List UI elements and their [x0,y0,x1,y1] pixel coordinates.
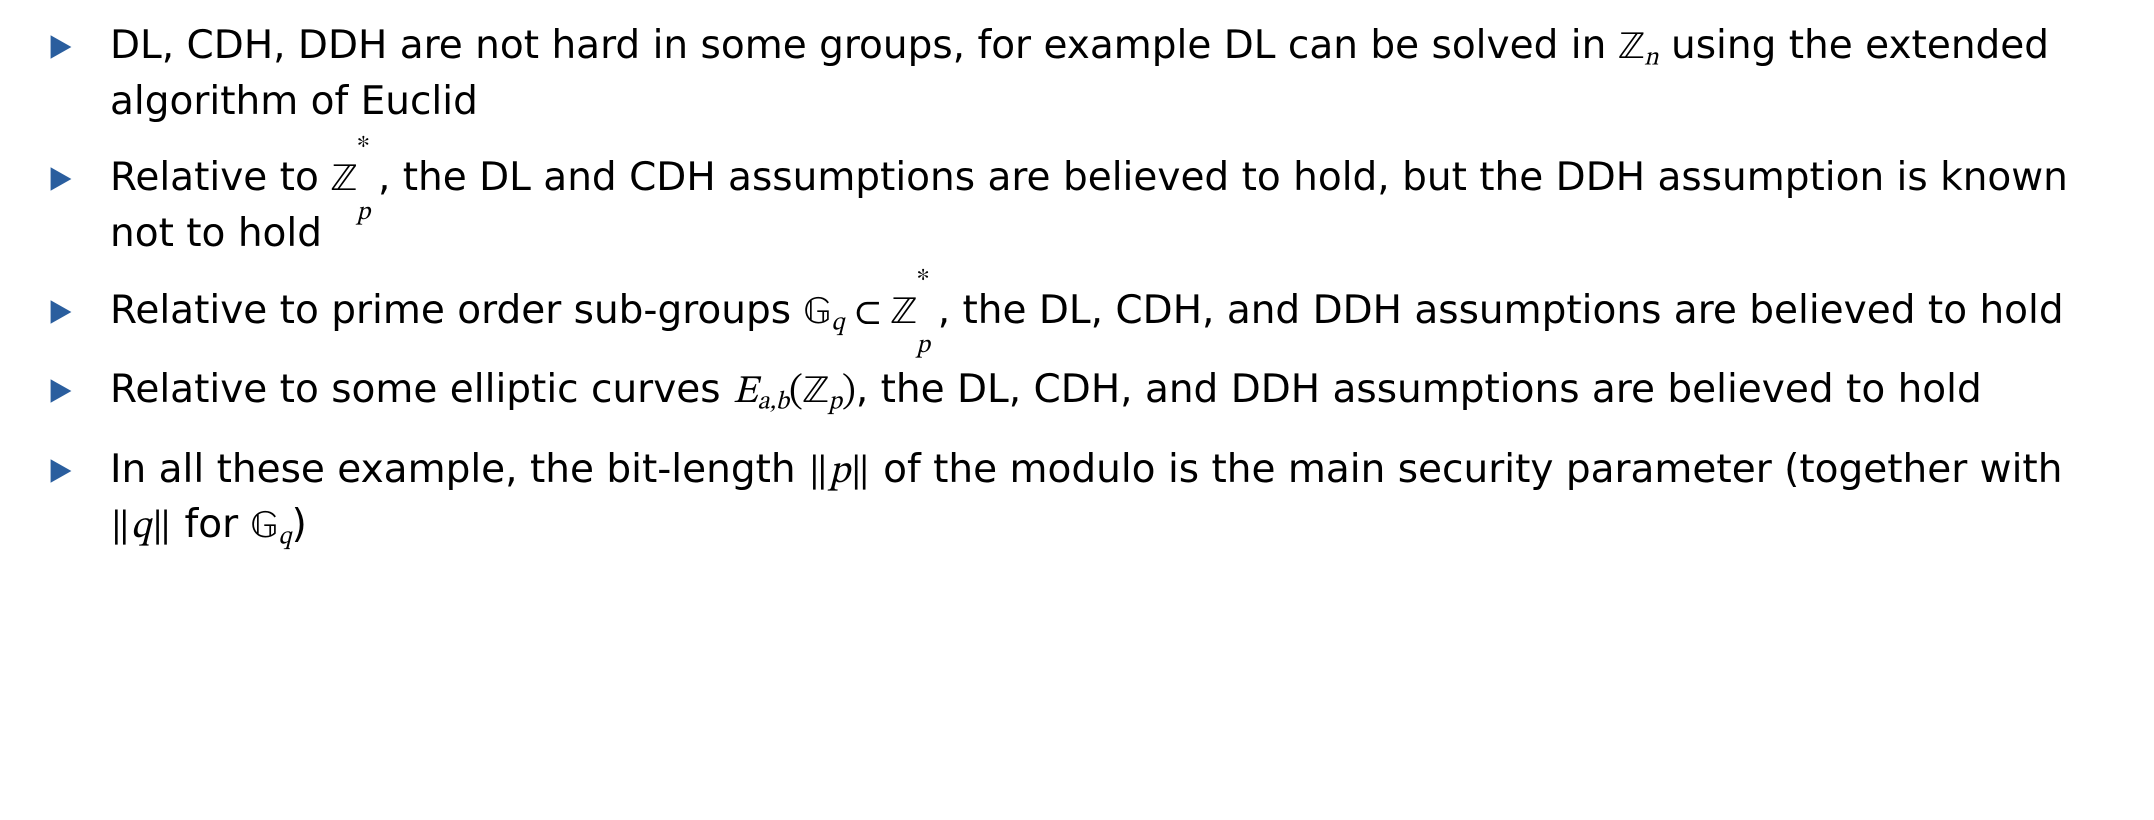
math-z-star-p: ℤ∗p [891,285,916,341]
triangle-right-icon [48,378,78,408]
bullet-text: Relative to ℤ∗p, the DL and CDH assumpti… [110,155,2068,256]
math-blackboard-g: 𝔾 [251,508,279,547]
math-subscript: a,b [757,391,789,416]
bullet-text: Relative to prime order sub-groups 𝔾q ⊂ … [110,288,2064,333]
math-italic-e: E [733,373,757,412]
bullet-item: DL, CDH, DDH are not hard in some groups… [40,20,2114,128]
math-norm-bar: ∥ [151,508,172,547]
bullet-text: In all these example, the bit-length ∥p∥… [110,447,2062,548]
text-run: of the modulo is the main security param… [871,447,2063,492]
math-norm-bar: ∥ [110,508,131,547]
bullet-text: DL, CDH, DDH are not hard in some groups… [110,23,2049,124]
math-italic-p: p [829,453,850,492]
math-subscript: p [828,391,842,416]
text-run: ) [292,502,307,547]
math-blackboard-z: ℤ [891,294,916,333]
bullet-item: Relative to some elliptic curves Ea,b(ℤp… [40,364,2114,420]
text-run: DL, CDH, DDH are not hard in some groups… [110,23,1619,68]
math-italic-q: q [131,508,151,547]
text-run: , the DL and CDH assumptions are believe… [110,155,2068,256]
text-run: Relative to some elliptic curves [110,367,733,412]
math-lparen: ( [789,373,803,412]
text-run: , the DL, CDH, and DDH assumptions are b… [856,367,1982,412]
math-z-star-p: ℤ∗p [331,152,356,208]
math-blackboard-g: 𝔾 [803,294,831,333]
math-blackboard-z: ℤ [331,161,356,200]
text-run: Relative to prime order sub-groups [110,288,803,333]
math-subset: ⊂ [845,294,891,333]
math-blackboard-z: ℤ [803,373,828,412]
bullet-item: In all these example, the bit-length ∥p∥… [40,444,2114,555]
bullet-item: Relative to ℤ∗p, the DL and CDH assumpti… [40,152,2114,260]
math-rparen: ) [842,373,856,412]
math-norm-bar: ∥ [808,453,829,492]
triangle-right-icon [48,299,78,329]
text-run: , the DL, CDH, and DDH assumptions are b… [938,288,2064,333]
math-norm-bar: ∥ [850,453,871,492]
math-subscript: q [278,526,291,551]
math-subscript: q [831,311,844,336]
math-subscript: n [1644,46,1659,71]
text-run: In all these example, the bit-length [110,447,808,492]
triangle-right-icon [48,458,78,488]
triangle-right-icon [48,166,78,196]
bullet-text: Relative to some elliptic curves Ea,b(ℤp… [110,367,1982,412]
text-run: for [172,502,250,547]
text-run: Relative to [110,155,331,200]
math-blackboard-z: ℤ [1619,29,1644,68]
slide-body: DL, CDH, DDH are not hard in some groups… [0,0,2154,599]
bullet-list: DL, CDH, DDH are not hard in some groups… [40,20,2114,555]
triangle-right-icon [48,34,78,64]
bullet-item: Relative to prime order sub-groups 𝔾q ⊂ … [40,285,2114,341]
